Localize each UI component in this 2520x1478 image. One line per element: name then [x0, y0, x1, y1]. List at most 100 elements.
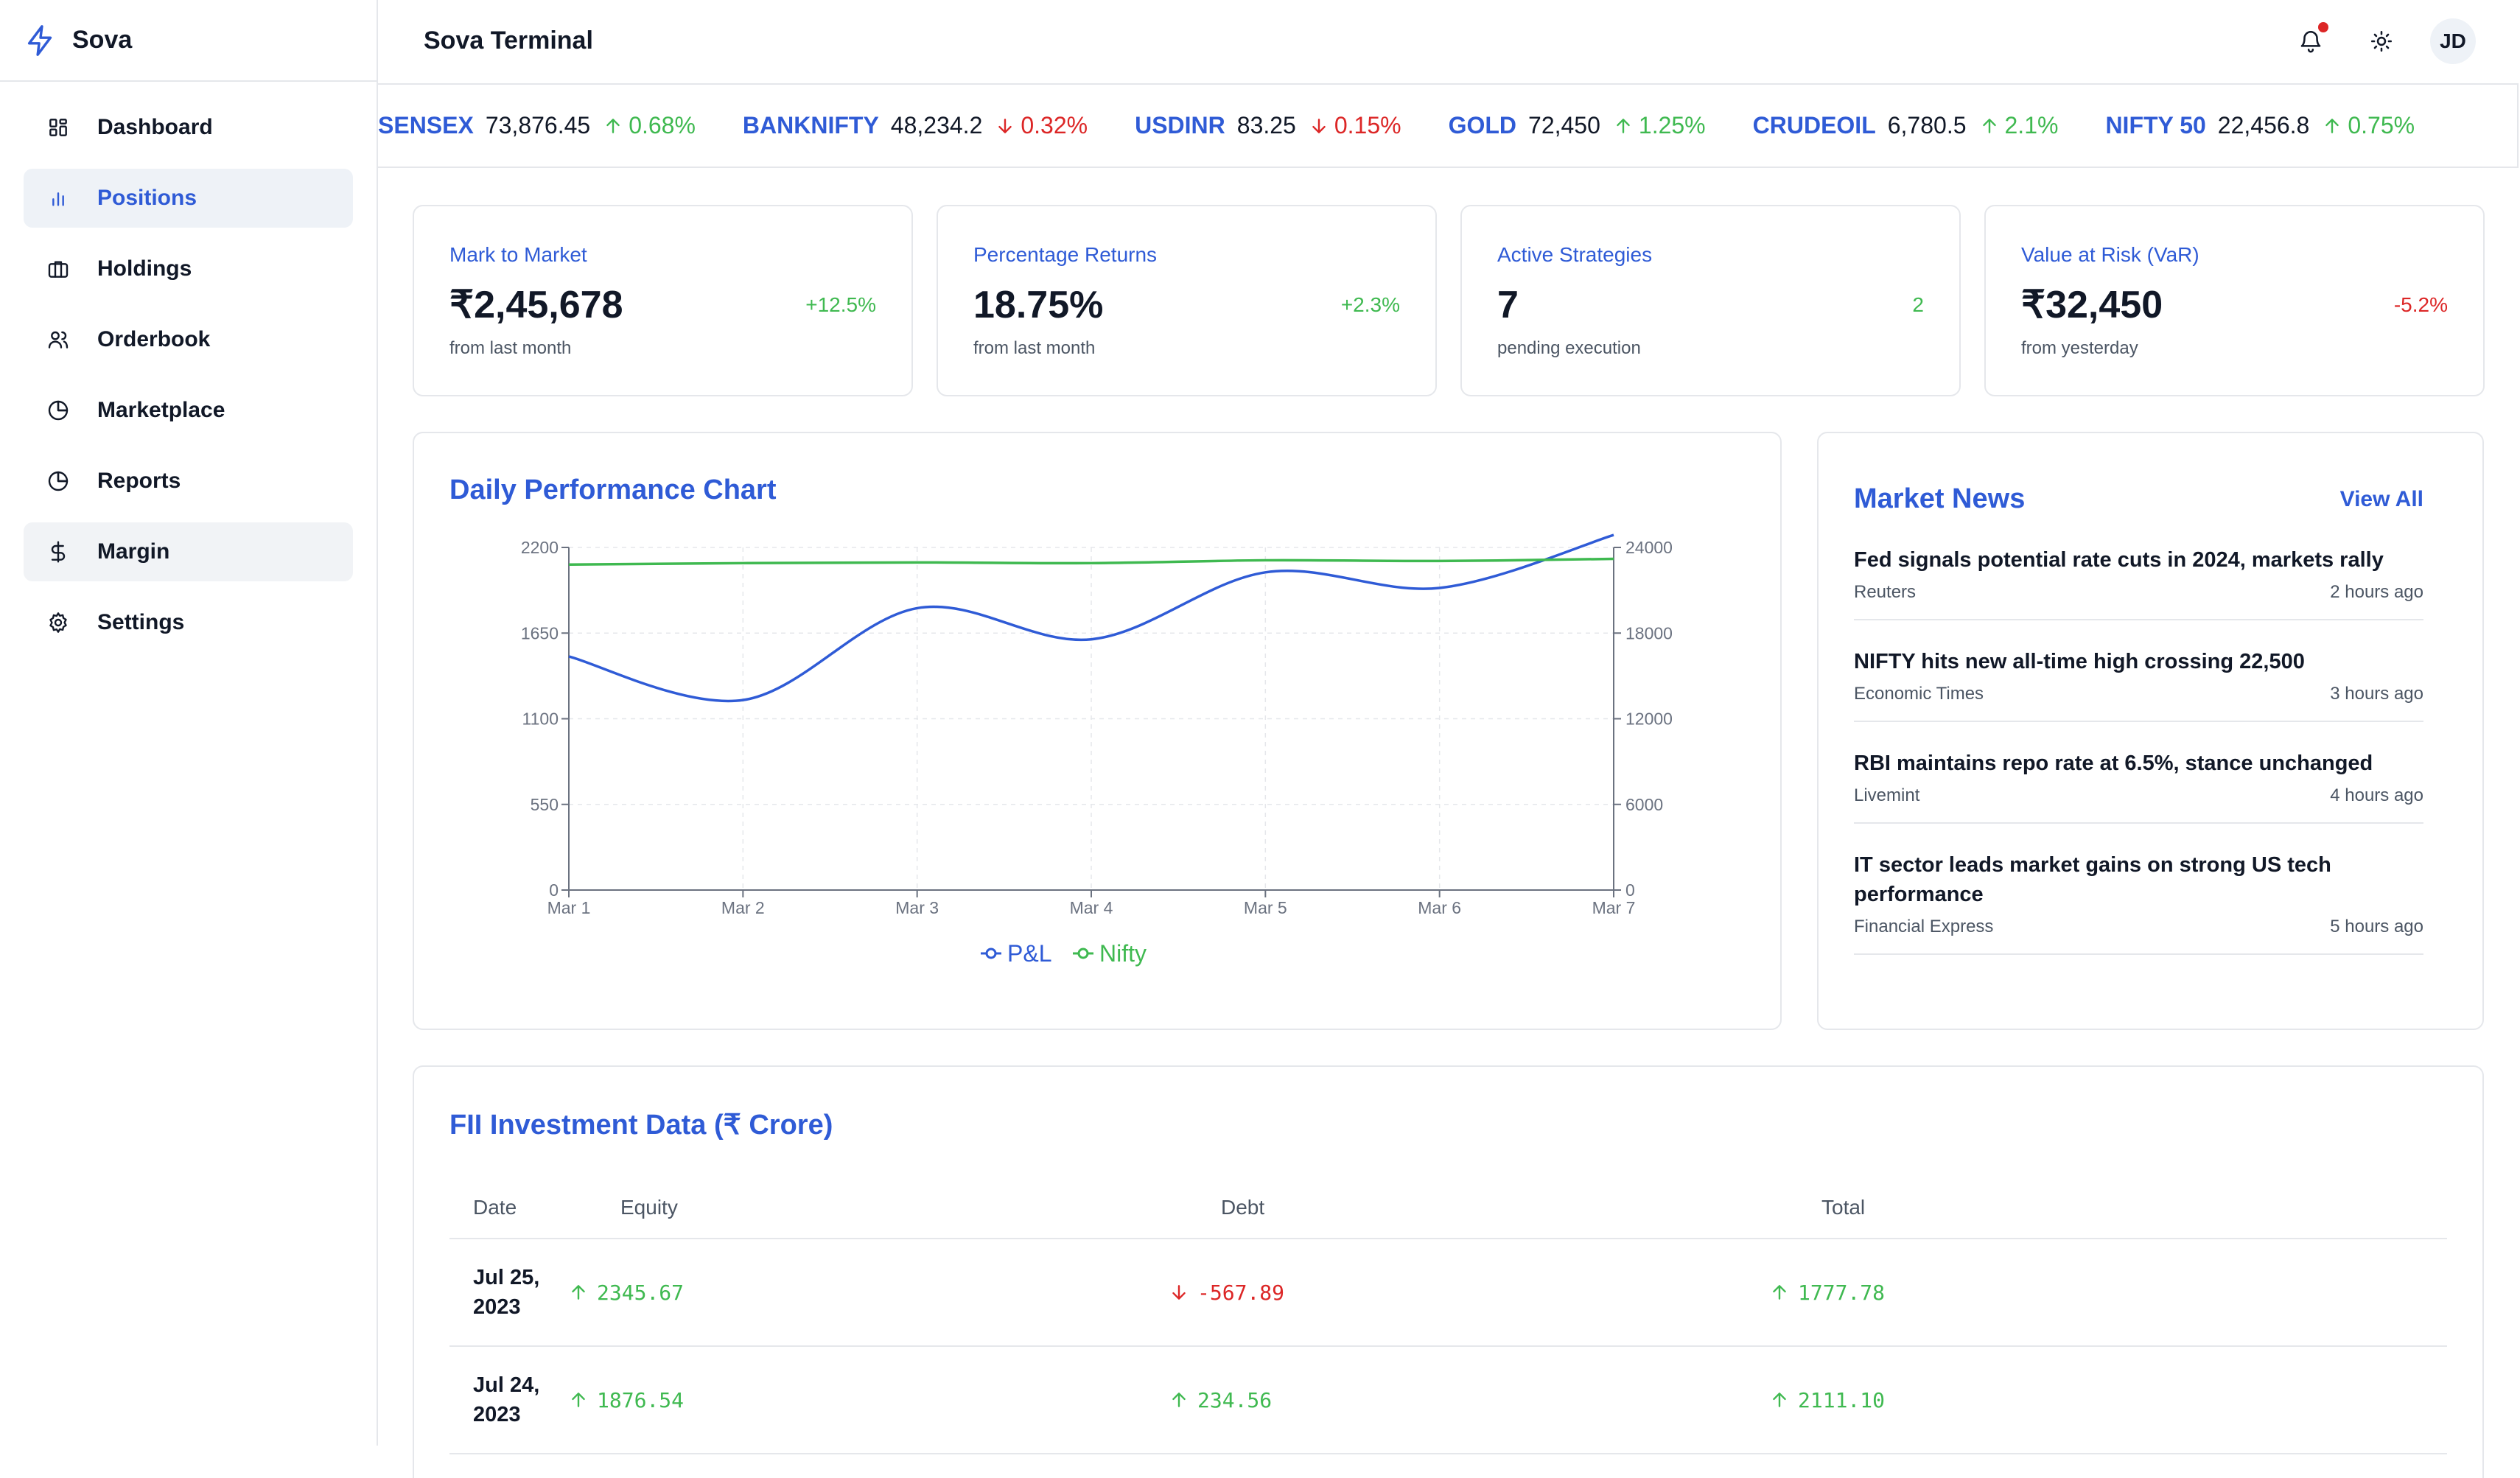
- kpi-label: Percentage Returns: [973, 243, 1158, 266]
- news-meta: Livemint 4 hours ago: [1854, 785, 2423, 806]
- ticker-item[interactable]: GOLD 72,450 1.25%: [1449, 112, 1706, 139]
- cell-debt-value: 234.56: [1197, 1387, 1273, 1412]
- sidebar-item-label: Reports: [97, 469, 181, 493]
- ticker-change: 1.25%: [1614, 112, 1706, 139]
- news-meta: Financial Express 5 hours ago: [1854, 917, 2423, 937]
- y-tick-label-left: 2200: [521, 538, 559, 557]
- cell-equity-value: 2345.67: [597, 1280, 685, 1305]
- bell-icon: [2300, 30, 2321, 52]
- news-source: Economic Times: [1854, 684, 1984, 704]
- sidebar-item-marketplace[interactable]: Marketplace: [24, 381, 353, 440]
- ticker-item[interactable]: SENSEX 73,876.45 0.68%: [378, 112, 696, 139]
- kpi-change: +2.3%: [1340, 293, 1400, 316]
- arrow-up-icon: [2325, 118, 2339, 133]
- fii-title: FII Investment Data (₹ Crore): [449, 1110, 833, 1141]
- kpi-card-mark-to-market: Mark to Market ₹2,45,678 +12.5% from las…: [413, 205, 913, 396]
- news-source: Livemint: [1854, 785, 1920, 805]
- ticker-change-value: 0.15%: [1334, 112, 1401, 139]
- ticker-symbol: NIFTY 50: [2105, 112, 2206, 139]
- kpi-change: 2: [1912, 293, 1924, 316]
- table-row[interactable]: Jul 25, 2023 2345.67 -567.89 1777.78: [449, 1239, 2447, 1347]
- sidebar-item-label: Orderbook: [97, 327, 211, 351]
- ticker-symbol: SENSEX: [378, 112, 474, 139]
- ticker-value: 73,876.45: [485, 112, 591, 139]
- market-ticker: SENSEX 73,876.45 0.68% BANKNIFTY 48,234.2…: [378, 83, 2519, 168]
- brand-name: Sova: [72, 26, 133, 54]
- lightning-logo-icon: [27, 24, 52, 56]
- ticker-value: 6,780.5: [1887, 112, 1967, 139]
- legend-label: Nifty: [1099, 940, 1147, 967]
- ticker-value: 72,450: [1528, 112, 1600, 139]
- notifications-button[interactable]: [2289, 19, 2333, 63]
- legend-swatch-dot: [985, 948, 997, 959]
- news-item[interactable]: Fed signals potential rate cuts in 2024,…: [1854, 545, 2423, 620]
- arrow-up-icon: [606, 118, 620, 133]
- view-all-link[interactable]: View All: [2339, 486, 2423, 511]
- table-row[interactable]: Jul 24, 2023 1876.54 234.56 2111.10: [449, 1347, 2447, 1454]
- dollar-icon: [46, 539, 71, 564]
- sidebar-item-dashboard[interactable]: Dashboard: [24, 98, 353, 157]
- y-tick-label-left: 1100: [522, 710, 559, 729]
- news-time: 5 hours ago: [2330, 917, 2423, 936]
- cell-equity: 2345.67: [569, 1281, 1169, 1305]
- ticker-item[interactable]: BANKNIFTY 48,234.2 0.32%: [743, 112, 1088, 139]
- news-time: 4 hours ago: [2330, 785, 2423, 805]
- kpi-value: ₹32,450: [2021, 284, 2163, 326]
- arrow-up-icon: [1172, 1393, 1186, 1407]
- sidebar-item-label: Margin: [97, 539, 170, 564]
- x-tick-label: Mar 3: [895, 898, 939, 917]
- notification-dot: [2318, 21, 2328, 32]
- ticker-item[interactable]: USDINR 83.25 0.15%: [1135, 112, 1401, 139]
- kpi-value: 18.75%: [973, 284, 1104, 326]
- news-meta: Reuters 2 hours ago: [1854, 582, 2423, 603]
- ticker-item[interactable]: CRUDEOIL 6,780.5 2.1%: [1753, 112, 2059, 139]
- ticker-change: 0.32%: [995, 112, 1088, 139]
- news-list: Fed signals potential rate cuts in 2024,…: [1854, 545, 2423, 981]
- news-item[interactable]: IT sector leads market gains on strong U…: [1854, 850, 2423, 955]
- cell-debt: 234.56: [1169, 1388, 1770, 1412]
- sidebar-item-holdings[interactable]: Holdings: [24, 239, 353, 298]
- top-actions: JD: [2289, 0, 2520, 82]
- theme-toggle-button[interactable]: [2359, 19, 2404, 63]
- kpi-card-active-strategies: Active Strategies 7 2 pending execution: [1460, 205, 1961, 396]
- kpi-card-percentage-returns: Percentage Returns 18.75% +2.3% from las…: [937, 205, 1437, 396]
- arrow-up-icon: [1982, 118, 1996, 133]
- gear-icon: [46, 610, 71, 635]
- sidebar-item-settings[interactable]: Settings: [24, 593, 353, 652]
- sidebar-item-positions[interactable]: Positions: [24, 169, 353, 228]
- ticker-change: 0.15%: [1309, 112, 1401, 139]
- cell-total-value: 1777.78: [1798, 1280, 1886, 1305]
- y-tick-label-left: 550: [531, 795, 559, 814]
- sidebar-item-reports[interactable]: Reports: [24, 452, 353, 511]
- column-header-equity[interactable]: Equity: [620, 1196, 678, 1219]
- news-item[interactable]: NIFTY hits new all-time high crossing 22…: [1854, 647, 2423, 722]
- fii-table-body: Jul 25, 2023 2345.67 -567.89 1777.78 Jul 24,…: [449, 1239, 2447, 1454]
- news-title: Market News: [1854, 483, 2026, 514]
- news-headline: IT sector leads market gains on strong U…: [1854, 853, 2331, 906]
- sidebar-item-orderbook[interactable]: Orderbook: [24, 310, 353, 369]
- kpi-label: Active Strategies: [1497, 243, 1653, 266]
- avatar[interactable]: JD: [2430, 18, 2476, 64]
- ticker-change-value: 1.25%: [1638, 112, 1706, 139]
- brand[interactable]: Sova: [0, 0, 377, 82]
- ticker-item[interactable]: NIFTY 50 22,456.8 0.75%: [2105, 112, 2415, 139]
- fii-table-header: Date Equity Debt Total: [449, 1177, 2447, 1239]
- performance-chart-card: Daily Performance Chart 0 550 1100 1650 2200…: [413, 432, 1782, 1030]
- column-header-date[interactable]: Date: [473, 1196, 517, 1219]
- kpi-value: ₹2,45,678: [449, 284, 623, 326]
- y-tick-label-right: 0: [1625, 880, 1635, 900]
- cell-date: Jul 24, 2023: [473, 1373, 540, 1426]
- kpi-label: Mark to Market: [449, 243, 587, 266]
- kpi-value: 7: [1497, 284, 1519, 326]
- arrow-up-icon: [1617, 118, 1630, 133]
- column-header-debt[interactable]: Debt: [1221, 1196, 1265, 1219]
- news-time: 3 hours ago: [2330, 684, 2423, 704]
- sidebar: Sova Dashboard Positions Holdings Orderbook…: [0, 0, 378, 1446]
- chart-title: Daily Performance Chart: [449, 474, 777, 505]
- sidebar-item-margin[interactable]: Margin: [24, 522, 353, 581]
- y-tick-label-right: 12000: [1625, 710, 1673, 729]
- news-item[interactable]: RBI maintains repo rate at 6.5%, stance …: [1854, 749, 2423, 824]
- column-header-total[interactable]: Total: [1821, 1196, 1866, 1219]
- performance-chart: 0 550 1100 1650 2200 0 6000 12000 18000 24000 Mar …: [521, 533, 1673, 967]
- ticker-value: 48,234.2: [890, 112, 983, 139]
